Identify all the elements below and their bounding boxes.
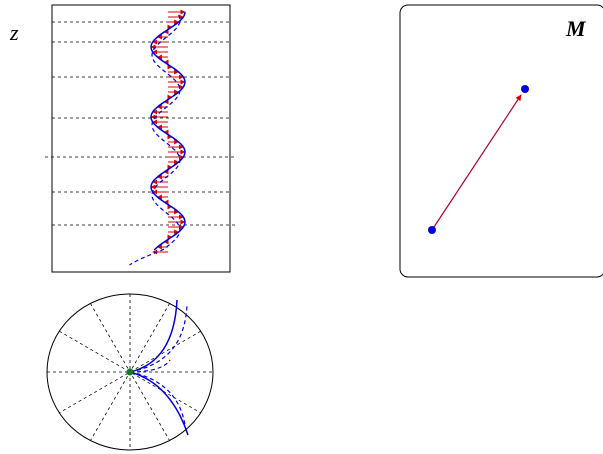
m-panel: M bbox=[399, 4, 603, 278]
wave-solid bbox=[150, 11, 186, 251]
curve-solid bbox=[129, 299, 178, 373]
point bbox=[521, 85, 529, 93]
curve-dashed bbox=[129, 304, 188, 373]
panel-frame bbox=[399, 4, 603, 278]
curve-dashed bbox=[129, 371, 186, 426]
panel-label: M bbox=[565, 16, 587, 41]
axis-label: z bbox=[9, 20, 19, 45]
wave-dashed bbox=[129, 14, 181, 266]
vector-arrow bbox=[431, 94, 522, 231]
panel-frame bbox=[51, 4, 231, 273]
origin bbox=[126, 368, 134, 376]
level-lines bbox=[45, 21, 235, 226]
point bbox=[428, 226, 436, 234]
polar-panel bbox=[46, 293, 214, 451]
wave-panel bbox=[45, 4, 235, 273]
curve-solid bbox=[129, 371, 189, 436]
field-arrows bbox=[150, 9, 186, 255]
